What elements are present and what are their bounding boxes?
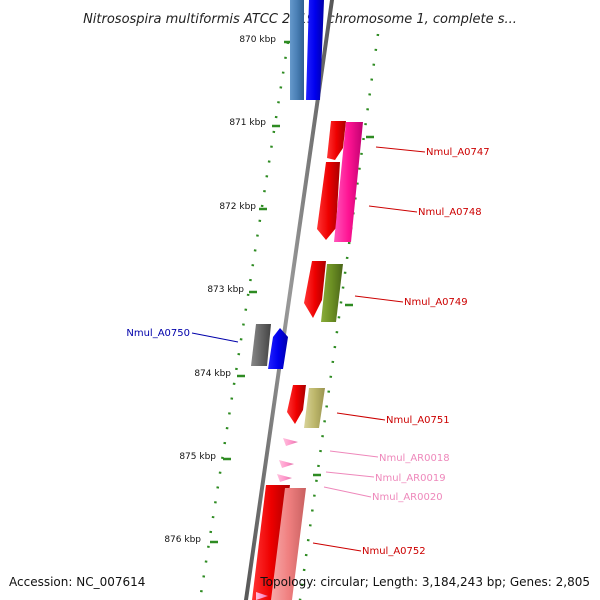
tick-label-872: 872 kbp xyxy=(219,202,256,212)
gene-labels: Nmul_A0747 Nmul_A0748 Nmul_A0749 Nmul_A0… xyxy=(126,147,489,557)
feature-salmon-a0752 xyxy=(271,488,306,600)
leader-nmul-ar0019 xyxy=(325,471,375,478)
leader-nmul-a0749 xyxy=(354,295,404,303)
feature-khaki-a0751 xyxy=(304,388,325,428)
gene-label-nmul-ar0018[interactable]: Nmul_AR0018 xyxy=(379,453,450,464)
leader-nmul-a0748 xyxy=(368,205,418,213)
tick-label-873: 873 kbp xyxy=(207,285,244,295)
leader-nmul-a0751 xyxy=(336,412,386,421)
tick-labels: 870 kbp 871 kbp 872 kbp 873 kbp 874 kbp … xyxy=(164,35,276,545)
outer-ring-dots xyxy=(298,33,380,600)
feature-blue-top xyxy=(306,0,324,100)
gene-label-nmul-a0751[interactable]: Nmul_A0751 xyxy=(386,415,450,426)
feature-nmul-a0749 xyxy=(304,261,326,318)
feature-bottom-rna xyxy=(256,592,268,600)
feature-nmul-a0750 xyxy=(268,328,288,369)
gene-label-nmul-a0749[interactable]: Nmul_A0749 xyxy=(404,297,468,308)
leader-nmul-a0747 xyxy=(375,146,426,153)
leader-nmul-a0750 xyxy=(191,332,239,343)
feature-nmul-a0751 xyxy=(287,385,306,424)
gene-label-nmul-a0747[interactable]: Nmul_A0747 xyxy=(426,147,490,158)
accession-text: Accession: NC_007614 xyxy=(9,575,145,589)
gene-label-nmul-a0752[interactable]: Nmul_A0752 xyxy=(362,546,426,557)
gene-label-nmul-ar0019[interactable]: Nmul_AR0019 xyxy=(375,473,446,484)
leader-nmul-ar0020 xyxy=(323,486,372,498)
feature-nmul-a0747 xyxy=(327,121,346,160)
leader-nmul-a0752 xyxy=(312,542,362,552)
tick-label-871: 871 kbp xyxy=(229,118,266,128)
gene-label-nmul-a0750[interactable]: Nmul_A0750 xyxy=(126,328,190,339)
genome-stats-text: Topology: circular; Length: 3,184,243 bp… xyxy=(259,575,590,589)
tick-label-874: 874 kbp xyxy=(194,369,231,379)
scale-ticks xyxy=(210,40,374,544)
feature-nmul-a0752 xyxy=(252,485,290,600)
feature-olive-a0749 xyxy=(321,264,343,322)
tick-label-870: 870 kbp xyxy=(239,35,276,45)
leader-lines xyxy=(191,146,426,552)
gene-label-nmul-ar0020[interactable]: Nmul_AR0020 xyxy=(372,492,443,503)
tick-label-875: 875 kbp xyxy=(179,452,216,462)
feature-nmul-ar0018 xyxy=(283,438,298,446)
chromosome-backbone xyxy=(244,0,334,600)
feature-nmul-ar0019 xyxy=(279,460,294,468)
feature-nmul-a0748 xyxy=(317,162,340,240)
feature-pink-a0748 xyxy=(334,122,363,242)
tick-label-876: 876 kbp xyxy=(164,535,201,545)
leader-nmul-ar0018 xyxy=(329,450,379,458)
feature-steelblue-top xyxy=(290,0,304,100)
gene-label-nmul-a0748[interactable]: Nmul_A0748 xyxy=(418,207,482,218)
feature-nmul-ar0020 xyxy=(277,474,292,482)
feature-gray-a0750 xyxy=(251,324,271,366)
